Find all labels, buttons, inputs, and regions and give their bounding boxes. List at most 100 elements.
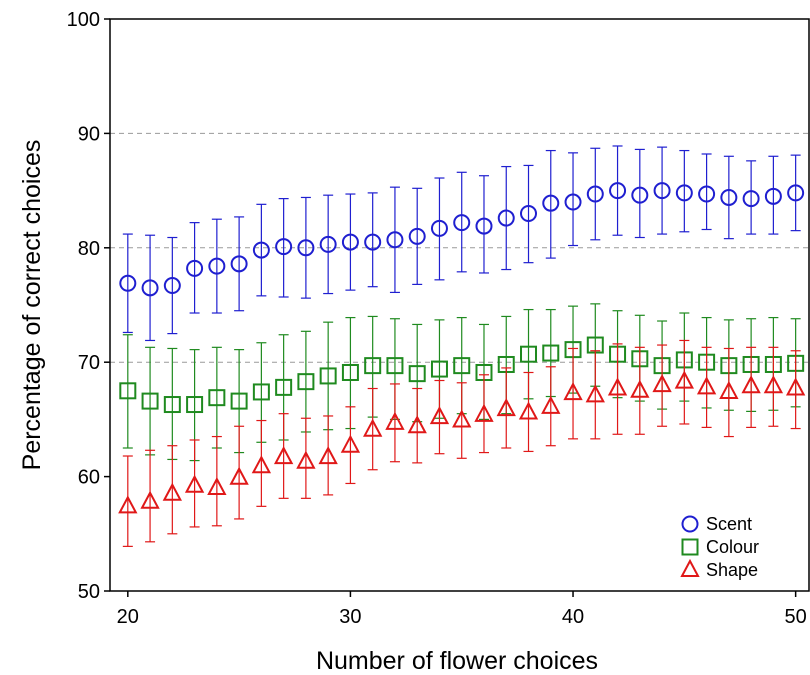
colour-point <box>364 357 382 375</box>
legend: Scent Colour Shape <box>680 514 759 580</box>
shape-point <box>719 380 739 399</box>
colour-point <box>208 389 226 407</box>
scent-point <box>297 239 315 257</box>
shape-point <box>696 376 717 395</box>
series-layer <box>118 145 806 547</box>
shape-point <box>741 375 761 394</box>
scent-point <box>675 184 693 202</box>
shape-point <box>474 403 494 422</box>
legend-marker-shape <box>680 558 700 577</box>
x-tick-label-40: 40 <box>562 606 584 628</box>
legend-label-shape: Shape <box>706 560 758 580</box>
scent-point <box>275 238 293 256</box>
shape-point <box>630 379 650 398</box>
y-tick-label-50: 50 <box>78 581 100 603</box>
scent-point <box>186 259 204 277</box>
scent-point <box>208 257 226 275</box>
scent-point <box>653 182 671 200</box>
colour-point <box>230 392 248 410</box>
scent-point <box>764 187 782 205</box>
scent-point <box>742 190 760 208</box>
colour-point <box>341 363 359 381</box>
shape-point <box>229 466 249 485</box>
scent-point <box>364 233 382 251</box>
scent-point <box>609 182 627 200</box>
scent-point <box>698 185 716 203</box>
legend-marker-colour <box>681 538 699 556</box>
y-axis-title: Percentage of correct choices <box>18 140 46 471</box>
scent-point <box>542 194 560 212</box>
shape-point <box>140 490 160 509</box>
colour-point <box>319 367 337 385</box>
y-tick-label-100: 100 <box>67 9 100 31</box>
shape-point <box>340 434 361 453</box>
x-tick-label-50: 50 <box>785 606 807 628</box>
y-axis-ticks: 50 60 70 80 90 100 <box>67 9 110 603</box>
scent-point <box>319 235 337 253</box>
scent-point <box>408 227 426 245</box>
shape-point <box>251 455 272 474</box>
shape-point <box>518 401 539 420</box>
scent-point <box>787 184 805 202</box>
colour-point <box>119 382 137 400</box>
shape-point <box>674 370 695 389</box>
colour-point <box>252 383 270 401</box>
y-tick-label-60: 60 <box>78 467 100 489</box>
shape-point <box>363 418 383 437</box>
colour-point <box>542 344 560 362</box>
shape-point <box>652 373 672 393</box>
plot-frame <box>109 18 810 592</box>
legend-label-scent: Scent <box>706 514 752 534</box>
shape-point <box>452 409 472 428</box>
shape-point <box>585 384 605 403</box>
scent-point <box>141 279 159 297</box>
series-shape <box>118 339 806 547</box>
scent-point <box>720 188 738 206</box>
colour-point <box>430 360 448 378</box>
colour-point <box>186 396 204 414</box>
shape-point <box>785 377 806 396</box>
shape-point <box>763 375 784 394</box>
colour-point <box>275 378 293 396</box>
scent-point <box>386 231 404 249</box>
scent-point <box>631 186 649 204</box>
scent-point <box>586 185 604 203</box>
scent-point <box>252 241 270 259</box>
y-tick-label-70: 70 <box>78 352 100 374</box>
scent-point <box>520 204 538 222</box>
colour-point <box>408 365 426 383</box>
scent-point <box>341 233 359 251</box>
scent-point <box>430 219 448 237</box>
shape-point <box>563 381 583 401</box>
scent-point <box>163 277 181 295</box>
legend-label-colour: Colour <box>706 537 759 557</box>
shape-point <box>607 377 628 396</box>
colour-point <box>520 345 538 363</box>
legend-marker-scent <box>681 515 699 533</box>
y-tick-label-90: 90 <box>78 123 100 145</box>
shape-point <box>496 397 516 417</box>
x-tick-label-30: 30 <box>339 606 361 628</box>
x-tick-label-20: 20 <box>117 606 139 628</box>
colour-point <box>453 357 471 375</box>
x-axis-ticks: 20 30 40 50 <box>117 591 807 628</box>
shape-point <box>541 395 561 414</box>
scent-point <box>475 217 493 235</box>
scent-point <box>564 193 582 211</box>
y-tick-label-80: 80 <box>78 238 100 260</box>
scent-point <box>497 209 515 227</box>
series-scent <box>119 145 805 342</box>
shape-point <box>162 482 182 501</box>
x-axis-title: Number of flower choices <box>316 647 598 675</box>
shape-point <box>207 476 227 496</box>
colour-point <box>297 373 315 391</box>
colour-point <box>141 392 159 410</box>
shape-point <box>407 415 427 434</box>
colour-point <box>163 396 181 414</box>
colour-point <box>386 357 404 375</box>
shape-point <box>296 450 316 469</box>
shape-point <box>385 411 405 430</box>
scent-point <box>230 255 248 273</box>
